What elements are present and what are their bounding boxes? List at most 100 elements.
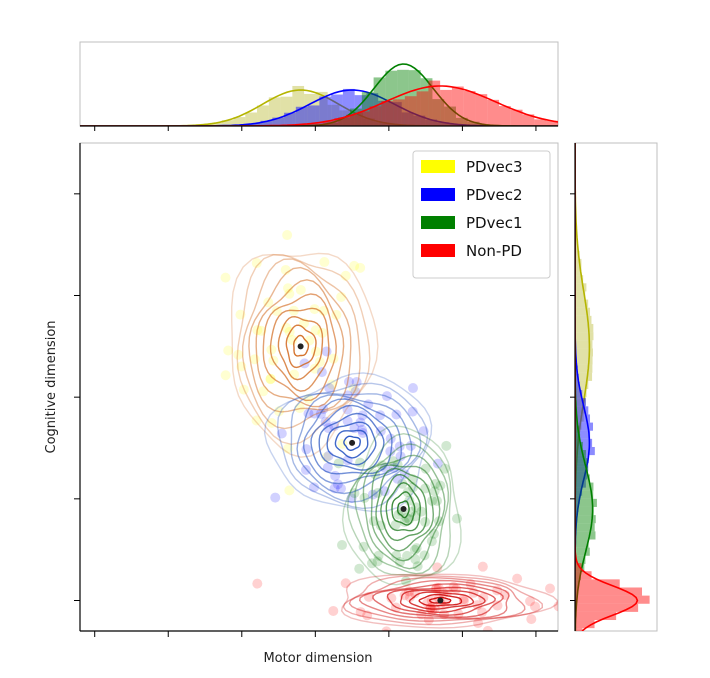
point-pdvec1 xyxy=(426,536,437,547)
top-hist-bar-pdvec2 xyxy=(342,88,355,126)
point-pdvec3 xyxy=(271,306,282,317)
top-hist-bar-pdvec1 xyxy=(432,99,445,126)
top-hist-bar-pdvec2 xyxy=(331,94,343,126)
point-pdvec1 xyxy=(409,544,420,555)
scatter-points xyxy=(220,230,558,631)
legend-label-pdvec1: PDvec1 xyxy=(466,214,523,232)
contour-pdvec1 xyxy=(380,473,428,542)
contour-pdvec3 xyxy=(248,266,352,413)
top-hist-bar-non-pd xyxy=(381,100,394,126)
contour-pdvec2 xyxy=(296,394,413,495)
legend-swatch-pdvec3 xyxy=(421,160,455,173)
point-pdvec2 xyxy=(405,440,416,451)
right-hist-bar-pdvec1 xyxy=(575,417,578,426)
top-hist-bar-pdvec2 xyxy=(272,117,285,126)
point-pdvec3 xyxy=(263,297,274,308)
right-hist-bar-pdvec3 xyxy=(575,267,582,276)
point-non-pd xyxy=(451,583,462,594)
contour-pdvec2 xyxy=(310,404,393,475)
contour-pdvec3 xyxy=(269,307,330,392)
point-pdvec2 xyxy=(379,486,390,497)
right-hist-bar-non-pd xyxy=(575,579,620,588)
contour-pdvec1 xyxy=(362,454,446,570)
point-pdvec3 xyxy=(284,485,295,496)
top-hist-bar-pdvec1 xyxy=(408,70,421,126)
point-pdvec2 xyxy=(346,493,357,504)
right-hist-bar-pdvec3 xyxy=(575,364,593,373)
right-hist-bar-non-pd xyxy=(575,603,639,612)
right-hist-bar-pdvec2 xyxy=(575,414,591,423)
top-hist-bar-non-pd xyxy=(546,120,558,126)
top-hist-bar-pdvec3 xyxy=(386,124,399,126)
top-hist-bar-pdvec3 xyxy=(315,91,328,126)
contour-pdvec1 xyxy=(396,500,410,519)
point-pdvec1 xyxy=(354,563,365,574)
point-pdvec3 xyxy=(251,258,262,269)
top-hist-bar-non-pd xyxy=(498,106,511,126)
point-pdvec2 xyxy=(351,377,362,388)
point-pdvec3 xyxy=(310,325,321,336)
legend: PDvec3 PDvec2 PDvec1 Non-PD xyxy=(412,150,551,279)
point-pdvec3 xyxy=(238,384,249,395)
point-pdvec1 xyxy=(412,561,423,572)
point-pdvec3 xyxy=(220,272,231,283)
contour-pdvec1 xyxy=(385,481,422,532)
point-pdvec3 xyxy=(283,283,294,294)
contour-peak-non-pd xyxy=(437,597,444,604)
contour-pdvec3 xyxy=(285,324,317,369)
top-hist-bar-pdvec3 xyxy=(304,93,316,126)
point-pdvec3 xyxy=(304,335,315,346)
right-hist-bar-non-pd xyxy=(575,611,617,621)
point-pdvec1 xyxy=(333,458,344,469)
right-hist-bar-pdvec2 xyxy=(575,463,589,472)
top-hist-bar-pdvec1 xyxy=(420,78,433,126)
right-hist-bar-pdvec1 xyxy=(575,523,595,532)
point-pdvec1 xyxy=(372,488,383,499)
point-pdvec3 xyxy=(236,361,247,372)
right-hist-bar-pdvec2 xyxy=(575,479,586,488)
contour-pdvec2 xyxy=(343,435,361,452)
point-non-pd xyxy=(362,610,373,621)
point-pdvec1 xyxy=(373,550,384,561)
point-non-pd xyxy=(404,592,415,603)
point-pdvec2 xyxy=(321,346,332,357)
point-pdvec2 xyxy=(418,426,429,437)
top-hist-bar-pdvec3 xyxy=(339,110,352,126)
contour-pdvec1 xyxy=(341,425,462,586)
right-hist-bar-pdvec3 xyxy=(575,299,589,308)
contour-peak-pdvec2 xyxy=(349,439,356,446)
point-pdvec1 xyxy=(397,478,408,489)
point-pdvec2 xyxy=(336,483,347,494)
point-non-pd xyxy=(432,562,443,573)
right-hist-bar-pdvec3 xyxy=(575,405,586,414)
right-hist-bar-pdvec3 xyxy=(575,275,584,284)
point-pdvec2 xyxy=(394,441,405,452)
point-pdvec3 xyxy=(303,393,314,404)
contour-pdvec3 xyxy=(277,315,324,381)
y-axis-label: Cognitive dimension xyxy=(44,320,59,453)
point-non-pd xyxy=(477,561,488,572)
contour-pdvec3 xyxy=(231,252,379,458)
right-hist-bar-pdvec2 xyxy=(575,503,579,513)
contour-pdvec3 xyxy=(242,258,361,430)
top-hist-bar-pdvec2 xyxy=(366,93,379,126)
point-pdvec2 xyxy=(322,462,333,473)
right-hist-bar-non-pd xyxy=(575,620,595,629)
top-hist-bar-non-pd xyxy=(416,91,429,126)
x-axis-label: Motor dimension xyxy=(263,651,372,666)
point-pdvec3 xyxy=(266,417,277,428)
point-pdvec3 xyxy=(340,270,351,281)
right-hist-bar-pdvec1 xyxy=(575,450,586,459)
contour-pdvec3 xyxy=(236,254,371,446)
point-pdvec3 xyxy=(284,288,295,299)
top-hist-bar-pdvec1 xyxy=(397,69,409,126)
point-pdvec3 xyxy=(295,284,306,295)
right-hist-bar-pdvec1 xyxy=(575,515,596,524)
top-hist-bar-pdvec3 xyxy=(245,112,258,126)
point-pdvec2 xyxy=(407,406,418,417)
contour-pdvec1 xyxy=(391,491,416,526)
contour-non-pd xyxy=(342,574,544,626)
right-hist-bar-pdvec3 xyxy=(575,380,589,390)
top-hist-bar-non-pd xyxy=(510,109,523,126)
point-non-pd xyxy=(252,578,263,589)
